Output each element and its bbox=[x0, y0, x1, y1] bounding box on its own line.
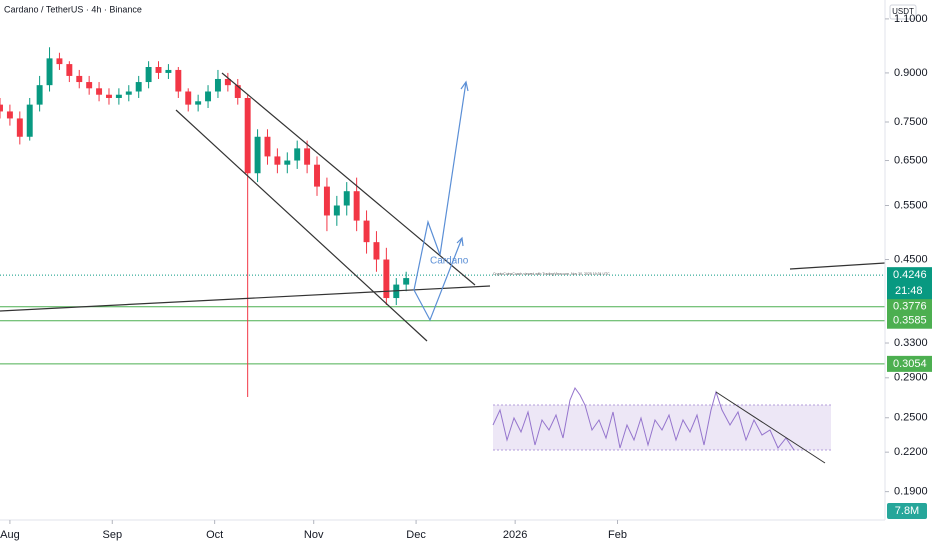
x-tick-label: 2026 bbox=[503, 529, 527, 541]
channel-lower bbox=[175, 109, 428, 342]
y-tick-label: 0.2200 bbox=[894, 446, 928, 458]
y-tick-label: 0.1900 bbox=[894, 486, 928, 498]
level-label-badge bbox=[887, 355, 932, 372]
candle-body bbox=[16, 118, 23, 137]
watermark: CryptoCoinsCoach viewed with TradingView… bbox=[493, 272, 610, 276]
candle-body bbox=[66, 64, 73, 76]
x-tick-label: Nov bbox=[304, 529, 324, 541]
candle-body bbox=[135, 82, 142, 92]
x-tick-label: Aug bbox=[0, 529, 20, 541]
y-tick-label: 0.3300 bbox=[894, 337, 928, 349]
countdown: 21:48 bbox=[895, 285, 923, 297]
volume-label: 7.8M bbox=[895, 505, 919, 517]
x-tick-label: Dec bbox=[406, 529, 426, 541]
y-tick-label: 0.5500 bbox=[894, 199, 928, 211]
candle-body bbox=[76, 75, 83, 83]
candle-body bbox=[304, 148, 311, 165]
candle-body bbox=[363, 220, 370, 243]
candle-body bbox=[106, 94, 112, 98]
y-tick-label: 0.2500 bbox=[894, 412, 928, 424]
candle-body bbox=[284, 160, 291, 165]
projection-up bbox=[413, 81, 467, 291]
candle-body bbox=[205, 91, 212, 102]
candle-body bbox=[323, 186, 330, 216]
candle-body bbox=[403, 278, 410, 285]
x-tick-label: Feb bbox=[608, 529, 627, 541]
candle-body bbox=[96, 88, 103, 95]
oscillator-band bbox=[493, 405, 831, 450]
level-label-badge bbox=[887, 298, 932, 315]
arrow-head bbox=[456, 236, 464, 247]
y-tick-label: 0.7500 bbox=[894, 116, 928, 128]
x-tick-label: Oct bbox=[206, 529, 223, 541]
candle-body bbox=[353, 191, 360, 221]
candle-body bbox=[56, 58, 63, 65]
support-line bbox=[0, 285, 491, 312]
y-tick-label: 0.2900 bbox=[894, 372, 928, 384]
candle-body bbox=[343, 191, 350, 206]
currency-box bbox=[889, 4, 917, 20]
arrow-head bbox=[460, 80, 469, 92]
volume-badge bbox=[887, 503, 927, 519]
level-label: 0.3776 bbox=[893, 301, 927, 313]
last-price-badge bbox=[887, 267, 932, 300]
candle-body bbox=[0, 104, 3, 112]
channel-upper bbox=[221, 72, 476, 286]
drawings: Cardano CryptoCoinsCoach viewed with Tra… bbox=[0, 72, 886, 464]
currency: USDT bbox=[892, 7, 914, 16]
y-tick-label: 1.1000 bbox=[894, 13, 928, 25]
oscillator-trendline bbox=[715, 391, 826, 464]
y-tick-label: 0.6500 bbox=[894, 154, 928, 166]
candle-body bbox=[26, 104, 33, 137]
candle-body bbox=[314, 164, 320, 187]
support-line-extension bbox=[789, 262, 886, 270]
chart-title: Cardano / TetherUS · 4h · Binance bbox=[4, 4, 142, 14]
candle-body bbox=[274, 156, 281, 165]
candle-body bbox=[224, 78, 231, 86]
candle-body bbox=[6, 111, 13, 119]
annotation: Cardano bbox=[430, 256, 469, 267]
candle-body bbox=[145, 67, 152, 83]
candle-body bbox=[383, 259, 390, 299]
candle-body bbox=[46, 58, 53, 86]
level-label: 0.3054 bbox=[893, 358, 927, 370]
candle-body bbox=[264, 136, 271, 157]
y-tick-label: 0.9000 bbox=[894, 67, 928, 79]
candle-body bbox=[373, 242, 380, 260]
candle-body bbox=[214, 78, 221, 92]
x-tick-label: Sep bbox=[102, 529, 122, 541]
candle-body bbox=[185, 91, 192, 105]
candle-body bbox=[165, 69, 172, 73]
oscillator-line bbox=[492, 386, 795, 451]
candle-body bbox=[115, 94, 122, 98]
level-label-badge bbox=[887, 312, 932, 329]
candle-body bbox=[244, 97, 251, 174]
candle-body bbox=[234, 85, 241, 98]
projection-alt bbox=[413, 237, 463, 322]
candle-body bbox=[36, 85, 43, 105]
candle-body bbox=[175, 69, 182, 92]
candle-body bbox=[294, 148, 301, 161]
candle-body bbox=[86, 82, 93, 89]
candle-body bbox=[333, 205, 340, 216]
y-tick-label: 0.4500 bbox=[894, 253, 928, 265]
candle-body bbox=[195, 101, 202, 105]
candle-body bbox=[155, 67, 162, 73]
candle-body bbox=[254, 136, 261, 174]
candle-body bbox=[125, 91, 132, 95]
last-price-label: 0.4246 bbox=[893, 269, 927, 281]
level-label: 0.3585 bbox=[893, 315, 927, 327]
